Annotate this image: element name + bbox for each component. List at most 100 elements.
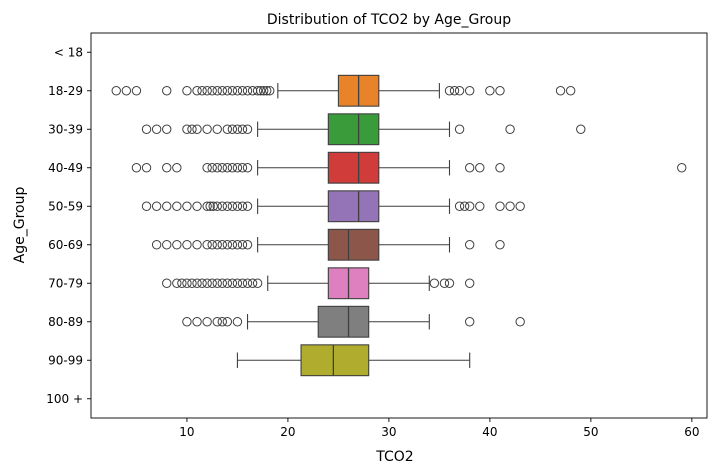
- outlier-point: [172, 163, 182, 173]
- outlier-point: [162, 124, 172, 134]
- outlier-point: [202, 201, 212, 211]
- x-tick-label: 10: [179, 425, 194, 439]
- outlier-point: [197, 86, 207, 96]
- outlier-point: [454, 124, 465, 134]
- outlier-point: [177, 278, 187, 288]
- outlier-point: [464, 201, 475, 211]
- outlier-point: [258, 86, 269, 96]
- outlier-point: [141, 163, 152, 173]
- outlier-point: [217, 317, 227, 327]
- iqr-box: [327, 151, 380, 184]
- plot-frame: [90, 32, 708, 419]
- outlier-point: [464, 86, 475, 96]
- box-90-99: [236, 344, 471, 377]
- x-tick-label: 50: [583, 425, 598, 439]
- outlier-point: [192, 240, 202, 250]
- outlier-point: [212, 124, 222, 134]
- outlier-point: [227, 124, 238, 134]
- outlier-point: [131, 163, 142, 173]
- outlier-point: [192, 278, 202, 288]
- outlier-point: [217, 163, 227, 173]
- outlier-point: [227, 86, 238, 96]
- outlier-point: [212, 163, 222, 173]
- outlier-point: [495, 240, 505, 250]
- outlier-point: [237, 124, 248, 134]
- outlier-point: [505, 124, 515, 134]
- outlier-point: [255, 86, 266, 96]
- outlier-point: [162, 240, 172, 250]
- outlier-point: [237, 86, 248, 96]
- outlier-point: [222, 86, 233, 96]
- outlier-point: [212, 278, 222, 288]
- outlier-point: [141, 124, 152, 134]
- outlier-point: [151, 124, 162, 134]
- outlier-point: [222, 278, 233, 288]
- outlier-point: [495, 201, 505, 211]
- outlier-point: [459, 201, 470, 211]
- y-tick-label: 70-79: [48, 276, 83, 290]
- y-tick-label: 40-49: [48, 161, 83, 175]
- outlier-point: [449, 86, 460, 96]
- outlier-point: [227, 240, 238, 250]
- outlier-point: [207, 278, 217, 288]
- box-80-89: [182, 305, 525, 338]
- outlier-point: [265, 86, 275, 96]
- outlier-point: [232, 278, 243, 288]
- outlier-point: [207, 86, 217, 96]
- y-tick-label: 100 +: [46, 392, 83, 406]
- outlier-point: [212, 240, 222, 250]
- y-tick-label: 90-99: [48, 353, 83, 367]
- outlier-point: [505, 201, 515, 211]
- outlier-point: [162, 201, 172, 211]
- outlier-point: [202, 317, 212, 327]
- outlier-point: [247, 86, 258, 96]
- x-tick-label: 20: [280, 425, 295, 439]
- outlier-point: [515, 317, 525, 327]
- outlier-point: [555, 86, 566, 96]
- iqr-box: [327, 228, 380, 261]
- outlier-point: [237, 201, 248, 211]
- chart-title: Distribution of TCO2 by Age_Group: [267, 12, 511, 28]
- x-axis: 10 20 30 40 50 60: [179, 418, 699, 439]
- y-axis: < 18 18-29 30-39 40-49 50-59 60-69 70-79 80-89 9…: [46, 45, 91, 406]
- outlier-point: [247, 278, 258, 288]
- outlier-point: [227, 163, 238, 173]
- outlier-point: [217, 278, 227, 288]
- plot-area: [111, 74, 687, 377]
- outlier-point: [192, 124, 202, 134]
- outlier-point: [454, 86, 465, 96]
- outlier-point: [242, 124, 253, 134]
- outlier-point: [182, 240, 192, 250]
- outlier-point: [232, 163, 243, 173]
- outlier-point: [217, 201, 227, 211]
- outlier-point: [232, 86, 243, 96]
- outlier-point: [495, 163, 505, 173]
- outlier-point: [202, 240, 212, 250]
- outlier-point: [182, 86, 192, 96]
- outlier-point: [192, 317, 202, 327]
- outlier-point: [217, 86, 227, 96]
- box-60-69: [151, 228, 505, 261]
- outlier-point: [202, 124, 212, 134]
- outlier-point: [576, 124, 586, 134]
- box-30-39: [141, 113, 586, 146]
- outlier-point: [222, 124, 233, 134]
- outlier-point: [205, 201, 215, 211]
- outlier-point: [222, 201, 233, 211]
- outlier-point: [222, 240, 233, 250]
- outlier-point: [207, 163, 217, 173]
- outlier-point: [212, 86, 222, 96]
- outlier-point: [222, 317, 233, 327]
- outlier-point: [192, 201, 202, 211]
- y-tick-label: 50-59: [48, 199, 83, 213]
- outlier-point: [464, 317, 475, 327]
- outlier-point: [172, 278, 182, 288]
- y-tick-label: 30-39: [48, 122, 83, 136]
- outlier-point: [485, 86, 495, 96]
- outlier-point: [252, 278, 263, 288]
- outlier-point: [262, 86, 272, 96]
- outlier-point: [182, 124, 192, 134]
- outlier-point: [429, 278, 440, 288]
- outlier-point: [252, 86, 263, 96]
- y-tick-label: < 18: [54, 45, 83, 59]
